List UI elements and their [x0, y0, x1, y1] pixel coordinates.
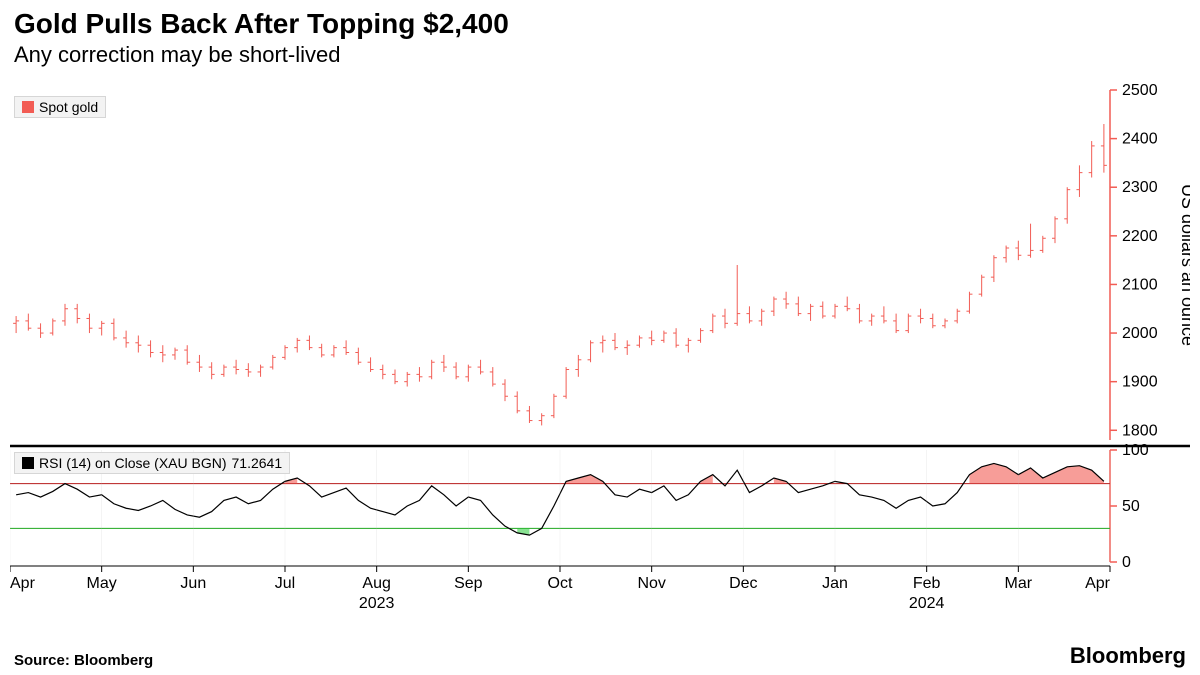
- rsi-label-prefix: RSI (14) on Close (XAU BGN): [39, 455, 227, 471]
- svg-text:0: 0: [1122, 554, 1131, 571]
- rsi-swatch-icon: [22, 457, 34, 469]
- svg-text:Mar: Mar: [1005, 575, 1033, 592]
- svg-text:Jan: Jan: [822, 575, 848, 592]
- svg-text:Jul: Jul: [275, 575, 295, 592]
- svg-text:Jun: Jun: [180, 575, 206, 592]
- svg-text:1900: 1900: [1122, 374, 1158, 391]
- svg-text:2500: 2500: [1122, 82, 1158, 99]
- svg-text:Nov: Nov: [637, 575, 665, 592]
- svg-text:2000: 2000: [1122, 325, 1158, 342]
- legend-spot-gold: Spot gold: [14, 96, 106, 118]
- svg-text:Dec: Dec: [729, 575, 757, 592]
- svg-text:2023: 2023: [359, 595, 395, 612]
- svg-text:Aug: Aug: [362, 575, 390, 592]
- chart-title: Gold Pulls Back After Topping $2,400: [0, 0, 1200, 40]
- svg-text:US dollars an ounce: US dollars an ounce: [1178, 184, 1190, 346]
- svg-text:Sep: Sep: [454, 575, 483, 592]
- legend-label: Spot gold: [39, 99, 98, 115]
- svg-text:2024: 2024: [909, 595, 945, 612]
- chart-container: 1800 1900 2000 2100 2200 2300 2400 2500 US dolla…: [10, 80, 1190, 623]
- brand-logo: Bloomberg: [1070, 643, 1186, 669]
- svg-text:Apr: Apr: [1085, 575, 1111, 592]
- svg-text:2200: 2200: [1122, 228, 1158, 245]
- svg-text:1800: 1800: [1122, 422, 1158, 439]
- legend-swatch-icon: [22, 101, 34, 113]
- svg-text:100: 100: [1122, 442, 1149, 459]
- source-attribution: Source: Bloomberg: [14, 652, 153, 669]
- svg-text:Feb: Feb: [913, 575, 941, 592]
- svg-text:2400: 2400: [1122, 131, 1158, 148]
- svg-text:2100: 2100: [1122, 276, 1158, 293]
- chart-svg: 1800 1900 2000 2100 2200 2300 2400 2500 US dolla…: [10, 80, 1190, 623]
- legend-rsi: RSI (14) on Close (XAU BGN) 71.2641: [14, 452, 290, 474]
- svg-text:2300: 2300: [1122, 179, 1158, 196]
- svg-text:Oct: Oct: [548, 575, 573, 592]
- svg-text:May: May: [87, 575, 117, 592]
- svg-text:Apr: Apr: [10, 575, 36, 592]
- svg-text:50: 50: [1122, 498, 1140, 515]
- rsi-label-value: 71.2641: [232, 455, 283, 471]
- chart-subtitle: Any correction may be short-lived: [0, 40, 1200, 74]
